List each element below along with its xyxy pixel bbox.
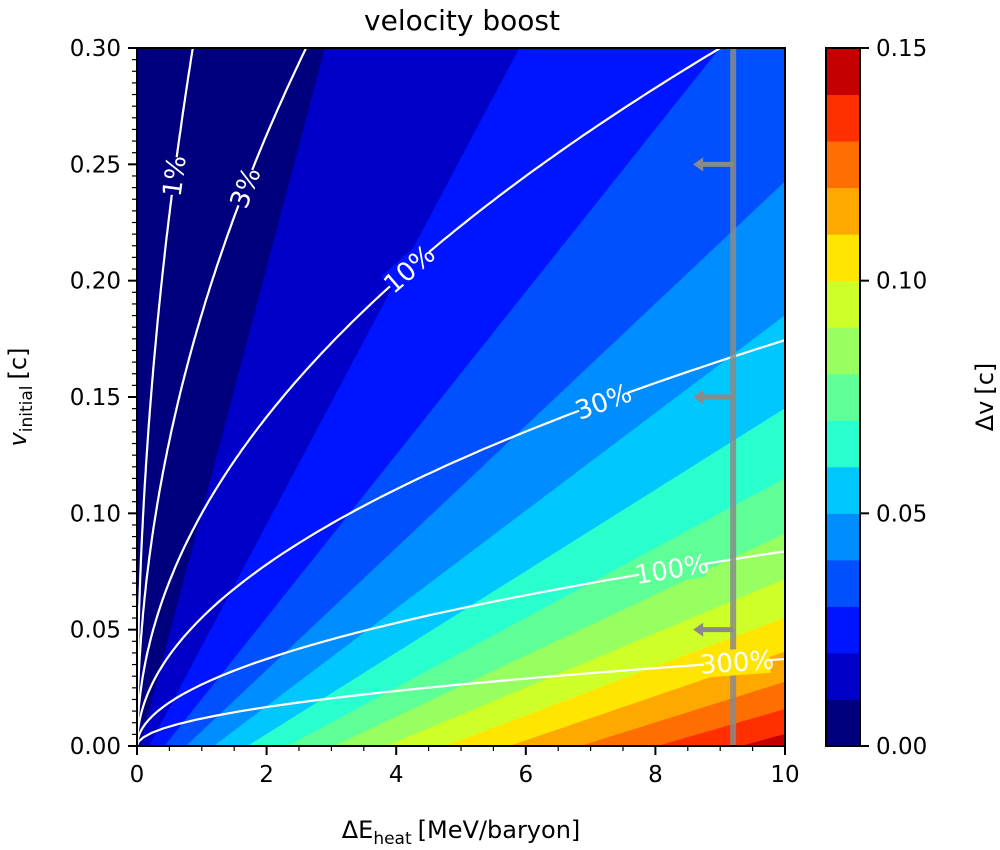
chart-title: velocity boost [364, 4, 560, 37]
contour-label-bg [703, 646, 771, 678]
colorbar: 0.00 0.05 0.10 0.15 Δv[c] [825, 36, 999, 760]
level-band-12 [581, 681, 785, 746]
contour-label-5: 300% [699, 646, 775, 681]
colorbar-frame [825, 47, 861, 747]
level-band-10 [445, 617, 785, 746]
limit-arrowhead-2 [693, 622, 704, 637]
limit-arrowhead-0 [693, 157, 704, 172]
colorbar-bands [826, 48, 860, 747]
level-band-14 [741, 734, 785, 746]
level-band-11 [510, 651, 785, 746]
limit-arrowhead-1 [693, 390, 704, 404]
contour-label-bg [381, 242, 438, 296]
colorbar-tick-label: 0.15 [876, 36, 927, 62]
x-axis-label: ΔEheat [MeV/baryon] [342, 816, 581, 849]
colorbar-tick-label: 0.05 [876, 501, 927, 527]
level-band-13 [658, 708, 785, 746]
contour-line-4 [137, 550, 785, 746]
y-axis-label: vinitial[c] [4, 348, 37, 447]
colorbar-band-14 [826, 48, 860, 96]
y-tick-label: 0.10 [70, 501, 121, 527]
colorbar-band-5 [826, 466, 860, 514]
contour-label-bg [158, 155, 190, 197]
colorbar-band-7 [826, 373, 860, 421]
colorbar-band-1 [826, 652, 860, 700]
x-tick-label: 8 [648, 762, 663, 788]
contour-label-bg [574, 380, 633, 423]
x-tick-label: 0 [130, 762, 145, 788]
y-tick-label: 0.15 [70, 385, 121, 411]
colorbar-band-0 [826, 699, 860, 747]
heatmap-bands [137, 48, 785, 746]
colorbar-label: Δv[c] [971, 363, 999, 432]
colorbar-band-3 [826, 559, 860, 607]
y-tick-label: 0.20 [70, 269, 121, 295]
x-tick-label: 2 [259, 762, 274, 788]
colorbar-band-11 [826, 187, 860, 235]
level-band-8 [334, 533, 785, 746]
colorbar-band-13 [826, 94, 860, 142]
colorbar-band-6 [826, 420, 860, 468]
colorbar-band-4 [826, 513, 860, 561]
level-band-7 [288, 478, 785, 746]
y-axis: 0.00 0.05 0.10 0.15 0.20 0.25 0.30 [70, 36, 137, 760]
colorbar-band-10 [826, 234, 860, 282]
level-band-9 [386, 578, 785, 746]
contour-label-text: 300% [699, 646, 775, 681]
colorbar-band-9 [826, 280, 860, 328]
colorbar-ticks: 0.00 0.05 0.10 0.15 [860, 36, 927, 760]
x-tick-label: 4 [389, 762, 404, 788]
x-axis: 0 2 4 6 8 10 [130, 746, 800, 788]
colorbar-tick-label: 0.10 [876, 269, 927, 295]
contour-label-text: 1% [158, 154, 193, 199]
x-tick-label: 6 [518, 762, 533, 788]
contour-label-bg [637, 550, 707, 588]
contour-label-bg [226, 165, 265, 211]
plot-area [137, 48, 785, 746]
colorbar-band-2 [826, 606, 860, 654]
y-tick-label: 0.00 [70, 734, 121, 760]
colorbar-band-12 [826, 141, 860, 189]
colorbar-band-8 [826, 327, 860, 375]
y-tick-label: 0.05 [70, 618, 121, 644]
limit-overlay [693, 48, 737, 746]
contour-line-2 [137, 48, 721, 746]
y-tick-label: 0.25 [70, 152, 121, 178]
x-tick-label: 10 [770, 762, 799, 788]
contour-label-0: 1% [158, 154, 193, 199]
contour-line-1 [137, 48, 308, 746]
y-tick-label: 0.30 [70, 36, 121, 62]
colorbar-tick-label: 0.00 [876, 734, 927, 760]
